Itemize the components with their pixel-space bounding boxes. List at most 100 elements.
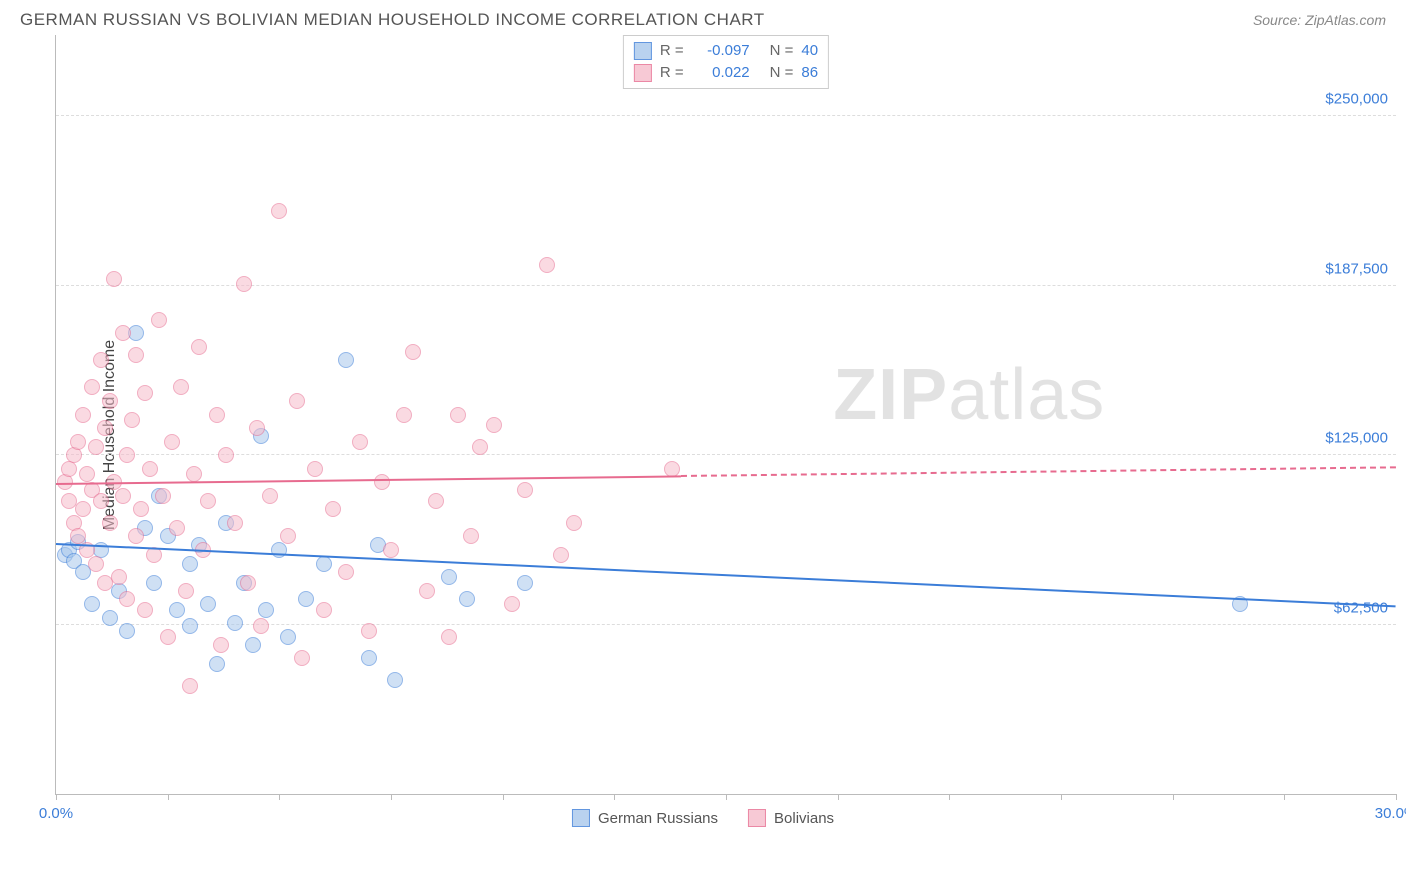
gridline [56,454,1396,455]
legend-row: R =0.022N =86 [634,62,818,84]
trend-line [56,543,1396,607]
scatter-point [106,271,122,287]
scatter-point [142,461,158,477]
scatter-point [316,602,332,618]
scatter-point [75,501,91,517]
legend-series-label: Bolivians [774,810,834,827]
scatter-point [504,596,520,612]
scatter-point [374,474,390,490]
x-tick [56,794,57,800]
x-tick [949,794,950,800]
scatter-point [209,656,225,672]
y-tick-label: $250,000 [1325,91,1388,108]
legend-series-label: German Russians [598,810,718,827]
scatter-point [419,583,435,599]
y-tick-label: $125,000 [1325,430,1388,447]
scatter-point [137,602,153,618]
trend-line-extrapolated [681,467,1396,478]
scatter-point [258,602,274,618]
scatter-point [209,407,225,423]
scatter-point [240,575,256,591]
scatter-point [459,591,475,607]
legend-swatch [572,809,590,827]
scatter-point [280,629,296,645]
scatter-point [325,501,341,517]
scatter-point [294,650,310,666]
scatter-point [128,347,144,363]
scatter-point [289,393,305,409]
watermark-atlas: atlas [948,355,1105,435]
legend-n-value: 40 [801,40,818,62]
plot-area: ZIPatlas R =-0.097N =40R =0.022N =86 $62… [55,35,1396,795]
scatter-point [119,447,135,463]
scatter-point [93,352,109,368]
x-tick [503,794,504,800]
x-tick [1396,794,1397,800]
scatter-point [271,203,287,219]
scatter-point [213,637,229,653]
scatter-point [441,629,457,645]
scatter-point [387,672,403,688]
scatter-point [236,276,252,292]
scatter-point [463,528,479,544]
scatter-point [253,618,269,634]
scatter-point [186,466,202,482]
scatter-point [61,461,77,477]
scatter-point [169,602,185,618]
scatter-point [517,482,533,498]
scatter-point [133,501,149,517]
x-tick [726,794,727,800]
scatter-point [191,339,207,355]
scatter-point [182,678,198,694]
scatter-point [664,461,680,477]
scatter-point [70,434,86,450]
legend-r-label: R = [660,40,684,62]
scatter-point [66,447,82,463]
scatter-point [115,325,131,341]
legend-swatch [748,809,766,827]
legend-r-value: -0.097 [692,40,750,62]
chart-header: GERMAN RUSSIAN VS BOLIVIAN MEDIAN HOUSEH… [10,10,1396,35]
scatter-point [227,615,243,631]
gridline [56,285,1396,286]
scatter-point [441,569,457,585]
legend-swatch [634,42,652,60]
scatter-point [316,556,332,572]
scatter-point [307,461,323,477]
x-tick [279,794,280,800]
y-tick-label: $187,500 [1325,260,1388,277]
x-tick [1284,794,1285,800]
scatter-point [75,407,91,423]
scatter-point [124,412,140,428]
legend-n-label: N = [770,62,794,84]
chart-container: Median Household Income ZIPatlas R =-0.0… [10,35,1396,835]
watermark: ZIPatlas [833,354,1105,436]
scatter-point [472,439,488,455]
scatter-point [102,393,118,409]
scatter-point [151,312,167,328]
legend-series: German Russians Bolivians [572,809,834,827]
scatter-point [298,591,314,607]
legend-n-label: N = [770,40,794,62]
scatter-point [173,379,189,395]
scatter-point [539,257,555,273]
scatter-point [119,591,135,607]
x-tick-label: 0.0% [39,805,73,822]
legend-series-item: Bolivians [748,809,834,827]
scatter-point [119,623,135,639]
scatter-point [338,352,354,368]
scatter-point [111,569,127,585]
scatter-point [115,488,131,504]
scatter-point [200,493,216,509]
scatter-point [155,488,171,504]
scatter-point [450,407,466,423]
scatter-point [280,528,296,544]
legend-r-label: R = [660,62,684,84]
scatter-point [262,488,278,504]
chart-title: GERMAN RUSSIAN VS BOLIVIAN MEDIAN HOUSEH… [20,10,765,30]
x-tick [391,794,392,800]
legend-correlation: R = -0.097 N = 40R =0.022N =86 [623,35,829,89]
scatter-point [182,556,198,572]
scatter-point [84,379,100,395]
scatter-point [200,596,216,612]
